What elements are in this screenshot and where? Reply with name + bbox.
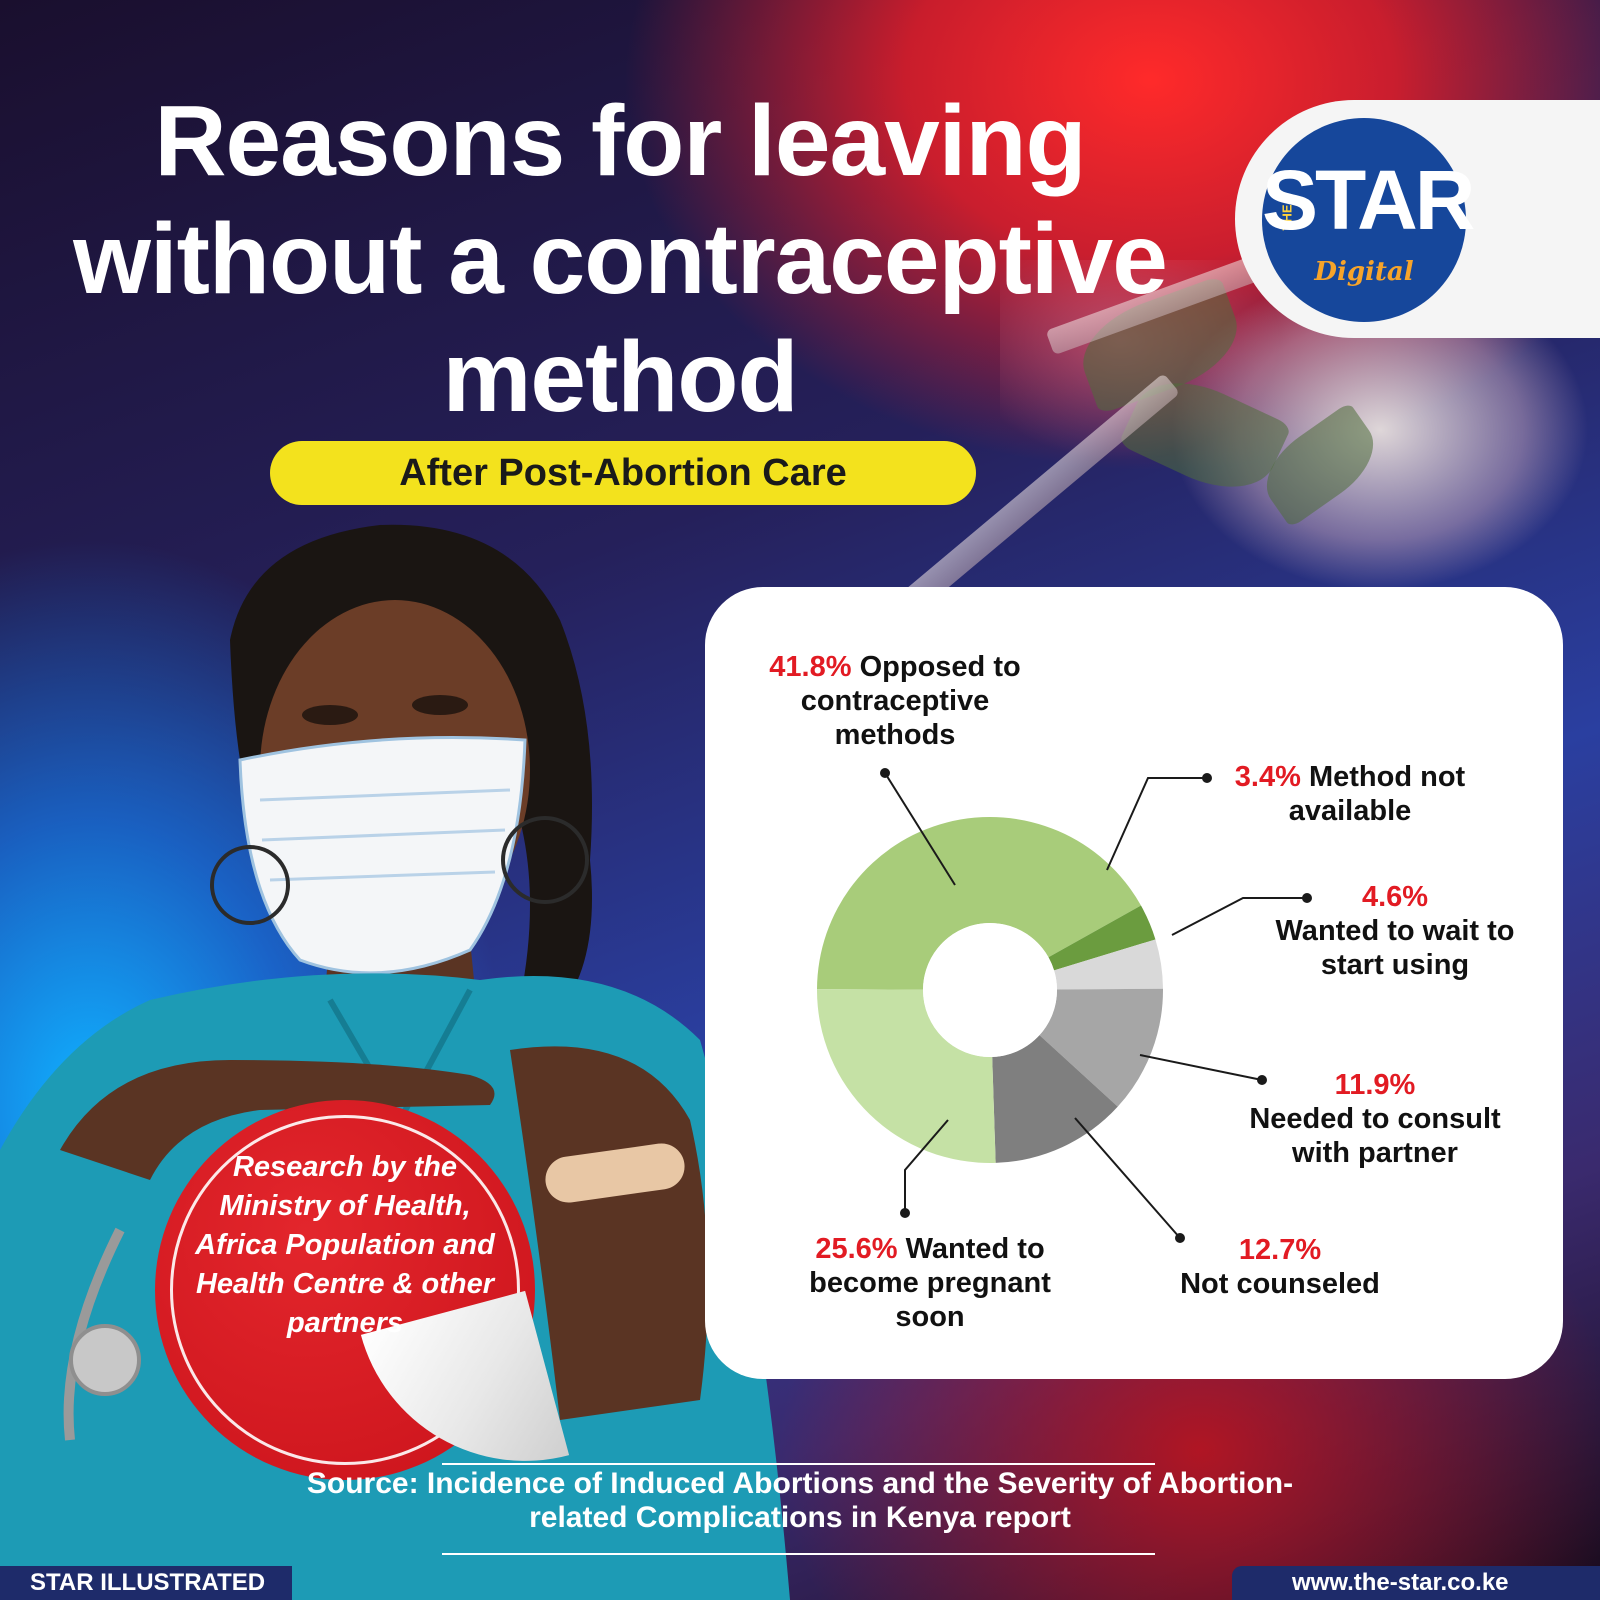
label-method-not-available-text: Method not available (1288, 761, 1466, 827)
logo-circle (1262, 118, 1466, 322)
research-badge-ring (170, 1115, 520, 1465)
subtitle-pill: After Post-Abortion Care (270, 441, 976, 505)
label-become-pregnant: 25.6% Wanted to become pregnant soon (800, 1232, 1060, 1334)
slice-become-pregnant (816, 989, 996, 1163)
research-badge-text: Research by the Ministry of Health, Afri… (195, 1151, 495, 1339)
label-opposed: 41.8% Opposed to contraceptive methods (745, 650, 1045, 752)
slice-wanted-to-wait (1054, 939, 1163, 990)
label-wanted-to-wait-percent: 4.6% (1361, 881, 1429, 913)
label-consult-partner-percent: 11.9% (1334, 1069, 1416, 1101)
label-not-counseled-percent: 12.7% (1238, 1234, 1322, 1266)
source-divider-bottom (442, 1553, 1155, 1555)
slice-opposed (817, 817, 1141, 990)
footer-brand: STAR ILLUSTRATED (0, 1566, 292, 1600)
leader-not-counseled (1074, 1117, 1181, 1239)
label-method-not-available-percent: 3.4% (1234, 761, 1301, 793)
page-title: Reasons for leaving without a contracept… (73, 85, 1168, 433)
earring (501, 816, 589, 904)
source-divider-top (442, 1463, 1155, 1465)
leader-not-counseled-dot (1175, 1233, 1185, 1243)
label-method-not-available: 3.4% Method not available (1215, 760, 1485, 828)
source-text: Source: Incidence of Induced Abortions a… (306, 1467, 1294, 1534)
leader-become-pregnant (904, 1119, 949, 1213)
label-become-pregnant-percent: 25.6% (815, 1233, 898, 1265)
label-become-pregnant-text: Wanted to become pregnant soon (809, 1233, 1051, 1333)
footer-website-link[interactable]: www.the-star.co.ke (1232, 1566, 1600, 1600)
earring (210, 845, 290, 925)
leader-become-pregnant-dot (900, 1208, 910, 1218)
leader-consult-partner (1139, 1054, 1263, 1081)
arm-bare (510, 1046, 708, 1420)
slice-consult-partner (1039, 988, 1163, 1107)
leader-method-not-available-dot (1202, 773, 1212, 783)
leader-method-not-available (1106, 777, 1207, 871)
logo-digital: Digital (1314, 257, 1414, 287)
eye-left (302, 705, 358, 725)
leader-opposed-dot (880, 768, 890, 778)
label-opposed-percent: 41.8% (769, 651, 852, 683)
bandage (545, 1143, 685, 1203)
eye-right (412, 695, 468, 715)
logo-star: STAR (1262, 153, 1475, 247)
label-consult-partner: 11.9% Needed to consult with partner (1240, 1068, 1510, 1170)
label-opposed-text: Opposed to contraceptive methods (800, 651, 1021, 751)
label-not-counseled-text: Not counseled (1180, 1268, 1380, 1300)
subtitle-text: After Post-Abortion Care (399, 451, 847, 494)
arm-pointing (60, 1060, 495, 1180)
leader-wanted-to-wait-dot (1302, 893, 1312, 903)
label-wanted-to-wait: 4.6% Wanted to wait to start using (1275, 880, 1515, 982)
label-consult-partner-text: Needed to consult with partner (1249, 1103, 1501, 1169)
leader-consult-partner-dot (1257, 1075, 1267, 1085)
stethoscope-head (69, 1324, 141, 1396)
leader-opposed (884, 772, 956, 886)
label-not-counseled: 12.7% Not counseled (1165, 1233, 1395, 1301)
leader-wanted-to-wait (1171, 897, 1307, 936)
slice-method-not-available (1048, 905, 1156, 971)
label-wanted-to-wait-text: Wanted to wait to start using (1275, 915, 1515, 981)
donut-hole (923, 923, 1057, 1057)
